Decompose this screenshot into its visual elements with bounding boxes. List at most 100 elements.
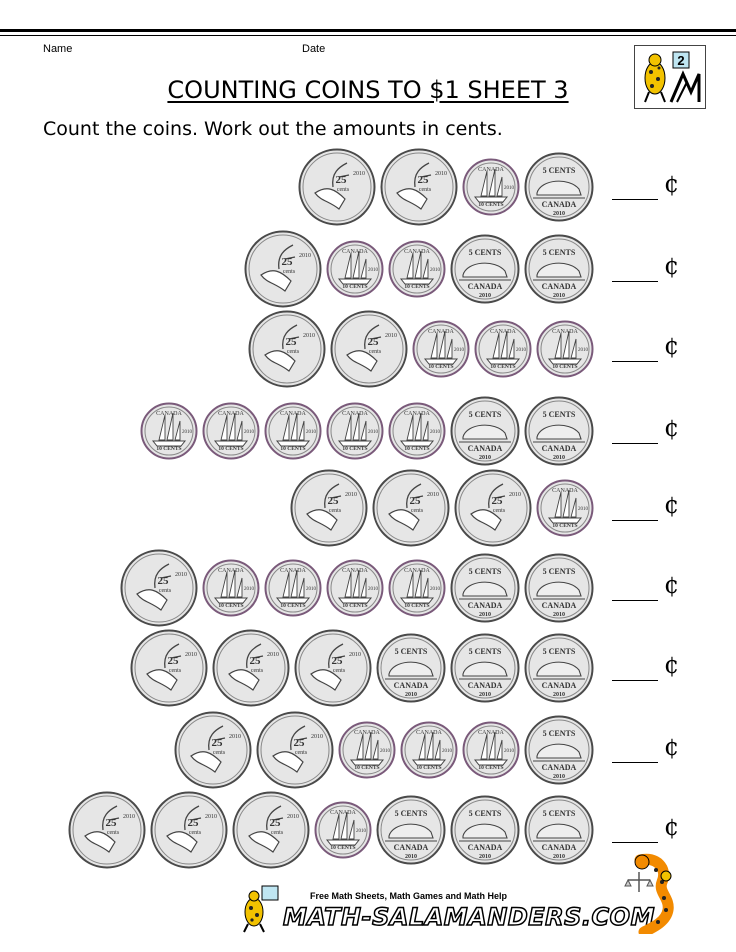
- nickel-coin: 5 CENTS CANADA 2010: [376, 633, 446, 703]
- quarter-coin-wrapper: 25 cents 2010: [380, 148, 458, 231]
- svg-text:2010: 2010: [553, 612, 565, 618]
- svg-text:2: 2: [677, 53, 684, 68]
- answer-blank[interactable]: [612, 762, 658, 763]
- answer-field[interactable]: ¢: [612, 487, 682, 527]
- nickel-coin-wrapper: 5 CENTS CANADA 2010: [524, 795, 594, 870]
- svg-text:CANADA: CANADA: [468, 601, 503, 610]
- dime-coin: CANADA 10 CENTS 2010: [536, 320, 594, 378]
- svg-text:CANADA: CANADA: [404, 411, 430, 417]
- svg-text:10 CENTS: 10 CENTS: [404, 284, 429, 290]
- svg-text:5 CENTS: 5 CENTS: [543, 567, 576, 576]
- quarter-coin-wrapper: 25 cents 2010: [248, 310, 326, 393]
- svg-text:CANADA: CANADA: [542, 200, 577, 209]
- svg-text:CANADA: CANADA: [280, 568, 306, 574]
- svg-text:CANADA: CANADA: [330, 810, 356, 816]
- svg-text:25: 25: [188, 817, 200, 829]
- svg-text:cents: cents: [169, 668, 182, 674]
- svg-text:2010: 2010: [553, 293, 565, 299]
- answer-field[interactable]: ¢: [612, 647, 682, 687]
- answer-field[interactable]: ¢: [612, 410, 682, 450]
- svg-text:2010: 2010: [427, 492, 439, 498]
- dime-coin: CANADA 10 CENTS 2010: [326, 240, 384, 298]
- svg-text:5 CENTS: 5 CENTS: [395, 809, 428, 818]
- coin-row: 25 cents 2010 25 cents 2010 CANADA 10 CENTS 2010…: [0, 146, 736, 228]
- nickel-coin-wrapper: 5 CENTS CANADA 2010: [524, 396, 594, 471]
- svg-text:CANADA: CANADA: [468, 843, 503, 852]
- svg-text:10 CENTS: 10 CENTS: [280, 446, 305, 452]
- top-rule-thick: [0, 29, 736, 32]
- nickel-coin-wrapper: 5 CENTS CANADA 2010: [524, 633, 594, 708]
- answer-blank[interactable]: [612, 842, 658, 843]
- dime-coin-wrapper: CANADA 10 CENTS 2010: [536, 479, 594, 542]
- answer-field[interactable]: ¢: [612, 248, 682, 288]
- cent-symbol: ¢: [664, 252, 680, 280]
- answer-blank[interactable]: [612, 600, 658, 601]
- nickel-coin: 5 CENTS CANADA 2010: [524, 633, 594, 703]
- cent-symbol: ¢: [664, 332, 680, 360]
- svg-text:CANADA: CANADA: [342, 568, 368, 574]
- name-label: Name: [43, 43, 73, 55]
- svg-text:cents: cents: [283, 269, 296, 275]
- answer-blank[interactable]: [612, 443, 658, 444]
- nickel-coin: 5 CENTS CANADA 2010: [376, 795, 446, 865]
- quarter-coin-wrapper: 25 cents 2010: [244, 230, 322, 313]
- svg-text:10 CENTS: 10 CENTS: [342, 446, 367, 452]
- dime-coin: CANADA 10 CENTS 2010: [400, 721, 458, 779]
- answer-blank[interactable]: [612, 281, 658, 282]
- nickel-coin-wrapper: 5 CENTS CANADA 2010: [450, 396, 520, 471]
- svg-text:cents: cents: [271, 830, 284, 836]
- dime-coin-wrapper: CANADA 10 CENTS 2010: [400, 721, 458, 784]
- nickel-coin-wrapper: 5 CENTS CANADA 2010: [450, 633, 520, 708]
- svg-text:10 CENTS: 10 CENTS: [342, 284, 367, 290]
- svg-text:5 CENTS: 5 CENTS: [469, 410, 502, 419]
- svg-text:10 CENTS: 10 CENTS: [156, 446, 181, 452]
- nickel-coin: 5 CENTS CANADA 2010: [524, 715, 594, 785]
- svg-text:CANADA: CANADA: [468, 444, 503, 453]
- svg-text:2010: 2010: [504, 749, 515, 754]
- svg-text:5 CENTS: 5 CENTS: [543, 809, 576, 818]
- dime-coin: CANADA 10 CENTS 2010: [314, 801, 372, 859]
- dime-coin: CANADA 10 CENTS 2010: [326, 402, 384, 460]
- answer-blank[interactable]: [612, 361, 658, 362]
- quarter-coin-wrapper: 25 cents 2010: [130, 629, 208, 712]
- answer-blank[interactable]: [612, 199, 658, 200]
- answer-field[interactable]: ¢: [612, 328, 682, 368]
- svg-text:2010: 2010: [185, 652, 197, 658]
- instructions: Count the coins. Work out the amounts in…: [43, 118, 503, 140]
- svg-text:cents: cents: [189, 830, 202, 836]
- svg-text:5 CENTS: 5 CENTS: [543, 248, 576, 257]
- svg-text:10 CENTS: 10 CENTS: [552, 364, 577, 370]
- svg-text:2010: 2010: [349, 652, 361, 658]
- footer-url[interactable]: MATH-SALAMANDERS.COM: [282, 902, 655, 932]
- answer-blank[interactable]: [612, 680, 658, 681]
- coin-row: 25 cents 2010 CANADA 10 CENTS 2010 CANADA 10 CE…: [0, 228, 736, 310]
- svg-text:5 CENTS: 5 CENTS: [543, 166, 576, 175]
- cent-symbol: ¢: [664, 733, 680, 761]
- svg-text:CANADA: CANADA: [542, 681, 577, 690]
- dime-coin-wrapper: CANADA 10 CENTS 2010: [388, 402, 446, 465]
- nickel-coin: 5 CENTS CANADA 2010: [450, 553, 520, 623]
- svg-text:2010: 2010: [368, 587, 379, 592]
- svg-text:2010: 2010: [504, 186, 515, 191]
- cent-symbol: ¢: [664, 651, 680, 679]
- quarter-coin-wrapper: 25 cents 2010: [256, 711, 334, 794]
- svg-text:5 CENTS: 5 CENTS: [469, 809, 502, 818]
- svg-text:cents: cents: [411, 508, 424, 514]
- answer-field[interactable]: ¢: [612, 567, 682, 607]
- salamander-math-logo-icon: 2: [634, 45, 706, 109]
- date-label: Date: [302, 43, 326, 55]
- answer-field[interactable]: ¢: [612, 809, 682, 849]
- salamander-logo-icon: [240, 884, 284, 934]
- dime-coin: CANADA 10 CENTS 2010: [202, 559, 260, 617]
- dime-coin: CANADA 10 CENTS 2010: [474, 320, 532, 378]
- dime-coin-wrapper: CANADA 10 CENTS 2010: [388, 240, 446, 303]
- svg-text:10 CENTS: 10 CENTS: [416, 765, 441, 771]
- answer-field[interactable]: ¢: [612, 166, 682, 206]
- answer-blank[interactable]: [612, 520, 658, 521]
- answer-field[interactable]: ¢: [612, 729, 682, 769]
